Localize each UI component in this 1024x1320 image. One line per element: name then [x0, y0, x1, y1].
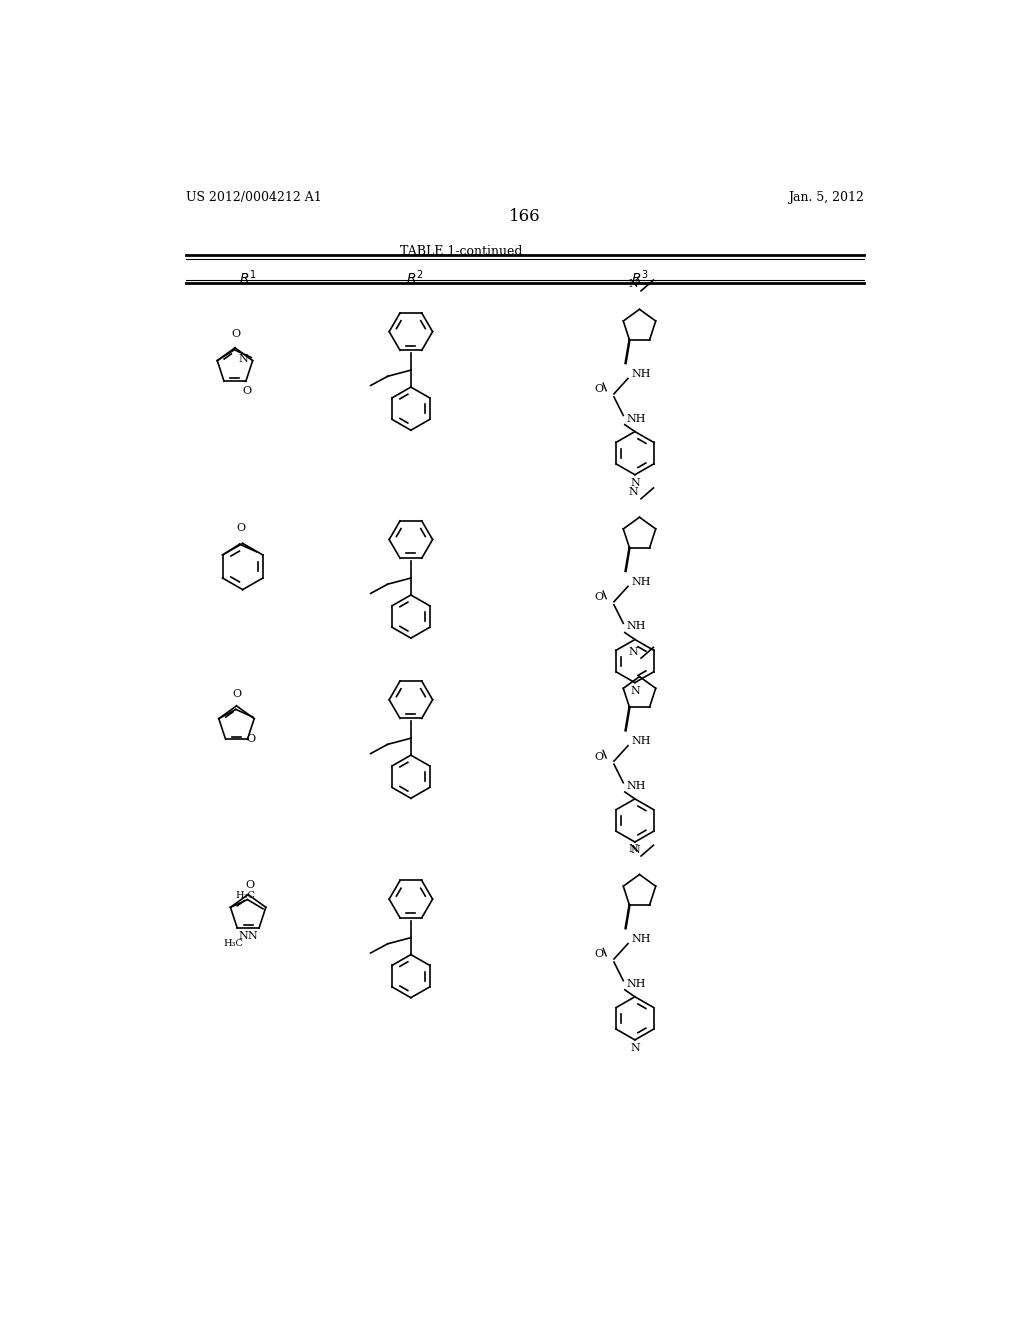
Text: H₃C: H₃C — [223, 939, 244, 948]
Text: TABLE 1-continued: TABLE 1-continued — [400, 244, 522, 257]
Text: N: N — [630, 478, 640, 488]
Text: NH: NH — [631, 577, 650, 587]
Text: O: O — [594, 593, 603, 602]
Text: NH: NH — [631, 935, 650, 944]
Text: $R^2$: $R^2$ — [406, 268, 424, 288]
Text: 166: 166 — [509, 209, 541, 226]
Text: US 2012/0004212 A1: US 2012/0004212 A1 — [186, 191, 322, 203]
Text: O: O — [237, 524, 246, 533]
Text: N: N — [628, 845, 638, 854]
Text: N: N — [239, 354, 248, 364]
Text: NH: NH — [627, 413, 646, 424]
Text: NH: NH — [627, 978, 646, 989]
Text: O: O — [246, 734, 255, 744]
Text: N: N — [248, 931, 257, 941]
Text: H₃C: H₃C — [236, 891, 255, 900]
Text: O: O — [594, 949, 603, 960]
Text: N: N — [628, 487, 638, 498]
Text: NH: NH — [631, 368, 650, 379]
Text: NH: NH — [627, 781, 646, 791]
Text: O: O — [245, 879, 254, 890]
Text: O: O — [243, 385, 252, 396]
Text: N: N — [628, 647, 638, 656]
Text: NH: NH — [627, 622, 646, 631]
Text: $R^3$: $R^3$ — [631, 268, 648, 288]
Text: O: O — [231, 329, 241, 339]
Text: NH: NH — [631, 737, 650, 746]
Text: N: N — [630, 1043, 640, 1053]
Text: Jan. 5, 2012: Jan. 5, 2012 — [788, 191, 864, 203]
Text: O: O — [594, 384, 603, 395]
Text: O: O — [594, 751, 603, 762]
Text: O: O — [232, 689, 242, 698]
Text: N: N — [630, 845, 640, 855]
Text: N: N — [630, 685, 640, 696]
Text: N: N — [239, 931, 249, 941]
Text: $R^1$: $R^1$ — [240, 268, 257, 288]
Text: N: N — [628, 280, 638, 289]
